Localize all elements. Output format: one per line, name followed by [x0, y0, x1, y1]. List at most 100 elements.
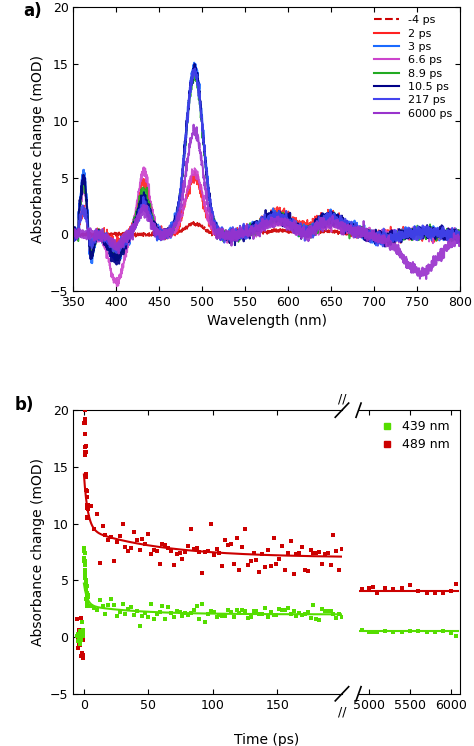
Point [83, 513, 91, 524]
Point [307, 545, 314, 557]
Point [247, 555, 255, 567]
Point [130, 609, 138, 621]
Point [318, 558, 326, 570]
Point [110, 555, 118, 567]
Point [82, 440, 90, 452]
Point [224, 539, 232, 551]
Point [75, 639, 83, 651]
Point [273, 609, 280, 621]
Point [84, 499, 91, 511]
Point [74, 628, 82, 640]
Point [250, 548, 257, 560]
Point [369, 581, 376, 593]
Point [244, 560, 252, 571]
Point [439, 587, 447, 599]
Point [406, 625, 414, 637]
Point [153, 545, 161, 557]
Point [207, 518, 215, 530]
Point [75, 630, 82, 642]
Point [133, 606, 141, 618]
Point [113, 610, 120, 622]
Point [301, 608, 309, 620]
Point [145, 612, 152, 624]
Point [278, 540, 286, 552]
Point [139, 610, 146, 622]
Point [130, 527, 138, 539]
Point [83, 580, 91, 592]
Point [110, 598, 118, 610]
Point [83, 491, 91, 503]
Point [150, 544, 158, 556]
Point [431, 626, 438, 638]
Point [335, 564, 343, 576]
Point [447, 627, 455, 639]
Point [219, 560, 226, 572]
Point [338, 543, 346, 555]
Point [273, 558, 280, 570]
Point [365, 626, 372, 638]
Point [82, 470, 90, 482]
Point [284, 602, 292, 614]
Point [312, 613, 320, 625]
Point [83, 595, 91, 606]
Point [287, 608, 294, 620]
Point [121, 541, 129, 553]
Point [292, 548, 300, 560]
Point [204, 608, 212, 620]
Point [244, 612, 252, 624]
Point [270, 609, 277, 621]
Point [101, 529, 109, 541]
Point [275, 553, 283, 565]
Point [261, 602, 269, 614]
Point [113, 536, 120, 548]
Point [190, 543, 198, 555]
Point [304, 606, 311, 618]
Point [75, 628, 83, 640]
Point [96, 557, 103, 569]
Point [83, 499, 91, 511]
Point [162, 613, 169, 625]
Point [255, 608, 263, 620]
Point [136, 620, 144, 632]
Point [219, 610, 226, 622]
Point [295, 547, 303, 559]
Point [204, 545, 212, 557]
Point [83, 501, 91, 513]
Point [187, 606, 195, 618]
Point [104, 534, 112, 546]
Point [315, 546, 323, 558]
Point [247, 610, 255, 622]
Point [116, 606, 123, 618]
Point [381, 582, 389, 594]
Point [74, 634, 82, 646]
Point [81, 417, 88, 429]
Point [81, 555, 88, 567]
Point [398, 627, 405, 639]
Point [184, 609, 192, 621]
Point [75, 631, 82, 643]
Point [324, 547, 331, 559]
Point [414, 625, 422, 637]
Point [250, 605, 257, 617]
Point [142, 538, 149, 550]
Point [145, 528, 152, 540]
Point [431, 587, 438, 599]
Point [96, 594, 103, 606]
Point [82, 428, 89, 440]
X-axis label: Wavelength (nm): Wavelength (nm) [207, 315, 327, 328]
Point [182, 546, 189, 558]
Point [133, 533, 141, 545]
Point [210, 548, 218, 560]
Point [423, 586, 430, 598]
Point [281, 604, 289, 616]
Point [78, 647, 86, 659]
Point [238, 542, 246, 554]
Point [76, 628, 83, 640]
Y-axis label: Absorbance change (mOD): Absorbance change (mOD) [30, 458, 45, 646]
Point [80, 542, 88, 554]
Point [83, 588, 91, 600]
Point [270, 532, 277, 544]
Point [290, 605, 297, 617]
Point [187, 523, 195, 535]
Point [241, 523, 249, 535]
